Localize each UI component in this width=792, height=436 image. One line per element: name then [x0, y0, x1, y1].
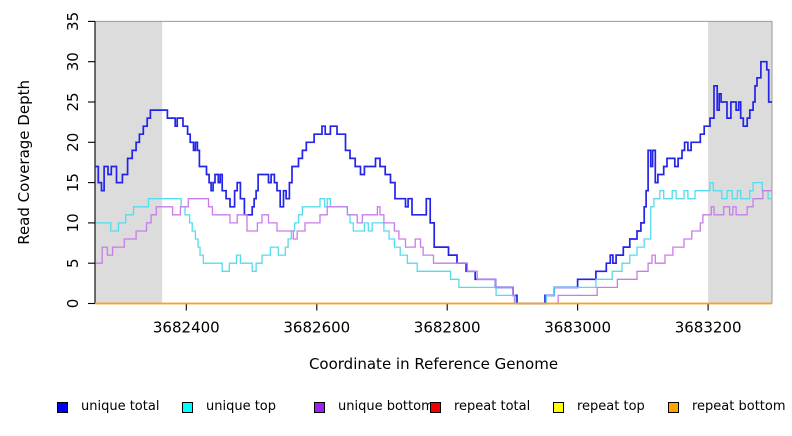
coverage-line-unique-total: [95, 60, 772, 305]
legend-label-repeat-top: repeat top: [577, 399, 645, 414]
plot-border: [95, 20, 773, 304]
coverage-line-unique-top: [95, 181, 772, 305]
legend-swatch-unique-bottom-icon: [314, 401, 325, 413]
coverage-line-unique-bottom: [95, 190, 772, 305]
x-tick-label: 3683000: [544, 319, 611, 337]
legend-item-repeat-total: repeat total: [430, 399, 530, 415]
y-tick-label: 10: [64, 213, 82, 232]
legend-item-repeat-bottom: repeat bottom: [668, 399, 786, 415]
y-tick-label: 35: [64, 12, 82, 31]
y-tick-label: 20: [64, 133, 82, 152]
legend-swatch-unique-top-icon: [182, 401, 193, 413]
x-axis-title: Coordinate in Reference Genome: [309, 355, 558, 373]
x-tick-label: 3682600: [283, 319, 350, 337]
y-tick-label: 0: [64, 299, 82, 309]
y-tick-label: 5: [64, 258, 82, 268]
legend-swatch-unique-total-icon: [57, 401, 68, 413]
legend-item-unique-total: unique total: [57, 399, 159, 415]
repeat-region-shading-0: [95, 21, 163, 304]
legend-label-unique-top: unique top: [206, 399, 277, 414]
x-tick-label: 3682800: [414, 319, 481, 337]
legend-label-repeat-bottom: repeat bottom: [692, 399, 786, 414]
legend-label-unique-bottom: unique bottom: [338, 399, 434, 414]
legend-swatch-repeat-top-icon: [553, 401, 564, 413]
y-tick-label: 15: [64, 173, 82, 192]
y-tick-label: 25: [64, 92, 82, 111]
y-tick-label: 30: [64, 52, 82, 71]
x-tick-label: 3682400: [153, 319, 220, 337]
legend: unique total unique top unique bottom re…: [0, 399, 792, 419]
y-axis-title: Read Coverage Depth: [15, 80, 33, 245]
legend-item-unique-bottom: unique bottom: [314, 399, 434, 415]
legend-item-repeat-top: repeat top: [553, 399, 645, 415]
legend-label-unique-total: unique total: [81, 399, 160, 414]
legend-item-unique-top: unique top: [182, 399, 276, 415]
repeat-region-shading-1: [708, 21, 772, 304]
legend-label-repeat-total: repeat total: [454, 399, 531, 414]
legend-swatch-repeat-bottom-icon: [668, 401, 679, 413]
x-tick-label: 3683200: [675, 319, 742, 337]
legend-swatch-repeat-total-icon: [430, 401, 441, 413]
